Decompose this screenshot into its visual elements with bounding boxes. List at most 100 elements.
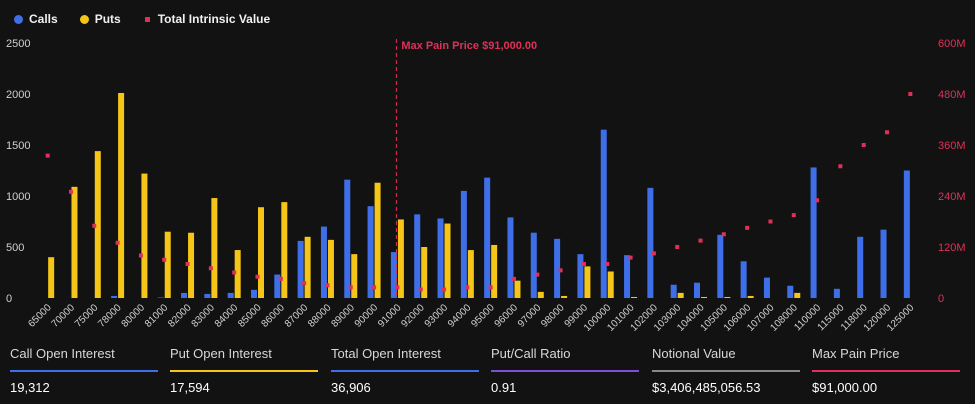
stat-value: 17,594: [170, 380, 210, 395]
intrinsic-value-point: [908, 92, 913, 96]
y-right-tick-label: 0: [938, 293, 944, 305]
x-tick-label: 125000: [885, 302, 917, 334]
call-bar: [484, 177, 491, 298]
put-bar: [747, 295, 754, 298]
stat-underline: [170, 370, 318, 372]
legend-label-intrinsic: Total Intrinsic Value: [157, 12, 271, 26]
intrinsic-value-point: [372, 285, 377, 290]
call-bar: [344, 179, 351, 298]
call-bar: [320, 226, 327, 298]
call-bar: [460, 190, 467, 298]
call-bar: [880, 229, 887, 298]
x-tick-label: 78000: [96, 302, 124, 330]
call-bar: [297, 240, 304, 298]
call-bar: [414, 214, 421, 298]
x-tick-label: 70000: [50, 302, 78, 330]
intrinsic-value-point: [768, 219, 773, 224]
call-bar: [437, 218, 444, 298]
put-bar: [794, 292, 801, 298]
stat-value: 19,312: [10, 380, 50, 395]
intrinsic-value-point: [558, 268, 563, 273]
stat-value: $3,406,485,056.53: [652, 380, 761, 395]
x-tick-label: 89000: [329, 302, 357, 330]
put-bar: [258, 207, 264, 298]
stat-label: Max Pain Price: [812, 346, 900, 361]
intrinsic-value-point: [581, 262, 586, 266]
x-tick-label: 88000: [306, 302, 334, 330]
intrinsic-value-point: [651, 251, 656, 256]
legend-item-intrinsic[interactable]: Total Intrinsic Value: [143, 12, 270, 26]
intrinsic-value-point: [208, 266, 213, 271]
put-bar: [71, 186, 78, 298]
legend-item-calls[interactable]: Calls: [14, 12, 58, 26]
intrinsic-value-point: [68, 189, 73, 194]
intrinsic-value-point: [745, 225, 750, 230]
intrinsic-value-point: [675, 245, 680, 249]
legend-item-puts[interactable]: Puts: [79, 12, 121, 26]
calls-dot-icon: [14, 14, 23, 24]
call-bar: [670, 284, 677, 298]
intrinsic-value-point: [395, 285, 400, 290]
call-bar: [763, 277, 770, 298]
call-bar: [810, 167, 817, 298]
stat-value: $91,000.00: [812, 380, 878, 395]
call-bar: [647, 187, 654, 298]
intrinsic-value-point: [815, 198, 820, 203]
stat-underline: [652, 370, 800, 372]
stat-label: Put Open Interest: [170, 346, 272, 361]
intrinsic-value-point: [605, 262, 610, 266]
call-bar: [624, 255, 631, 298]
intrinsic-value-point: [162, 257, 167, 262]
put-bar: [491, 244, 498, 298]
legend-label-puts: Puts: [94, 12, 121, 26]
call-bar: [740, 261, 747, 298]
intrinsic-value-point: [302, 281, 307, 286]
call-bar: [554, 238, 561, 298]
put-bar: [537, 291, 544, 298]
intrinsic-value-point: [465, 285, 470, 290]
intrinsic-value-point: [791, 213, 796, 218]
stat-label: Total Open Interest: [331, 346, 441, 361]
put-bar: [631, 296, 638, 298]
options-chart: 0 500 1000 1500 2000 2500 0 120M 240M 360M 480M 600…: [6, 38, 966, 334]
put-bar: [607, 271, 614, 298]
y-left-tick-label: 500: [6, 242, 24, 254]
call-bar: [787, 285, 794, 298]
stat-label: Call Open Interest: [10, 346, 115, 361]
intrinsic-value-point: [511, 276, 516, 281]
y-right-tick-label: 360M: [938, 140, 966, 152]
stat-value: 36,906: [331, 380, 371, 395]
put-bar: [211, 198, 218, 298]
put-bar: [304, 236, 311, 298]
put-bar: [94, 151, 101, 298]
call-bar: [577, 254, 584, 298]
x-tick-label: 82000: [166, 302, 194, 330]
y-right-tick-label: 120M: [938, 242, 966, 254]
intrinsic-value-point: [185, 262, 190, 266]
legend: Calls Puts Total Intrinsic Value: [14, 12, 270, 26]
stat-value: 0.91: [491, 380, 517, 395]
stat-underline: [491, 370, 639, 372]
intrinsic-value-point: [628, 255, 633, 260]
intrinsic-value-point: [698, 238, 703, 243]
stat-max-pain-price: Max Pain Price $91,000.00: [812, 344, 960, 395]
x-tick-label: 97000: [516, 302, 544, 330]
call-bar: [111, 295, 118, 298]
y-right-tick-label: 480M: [938, 89, 966, 101]
intrinsic-value-point: [348, 285, 353, 290]
put-bar: [374, 182, 381, 298]
puts-dot-icon: [79, 14, 89, 24]
intrinsic-value-point: [92, 223, 97, 228]
stat-label: Put/Call Ratio: [491, 346, 571, 361]
x-tick-label: 94000: [446, 302, 474, 330]
intrinsic-value-point: [115, 240, 120, 245]
y-left-tick-label: 1500: [6, 140, 30, 152]
put-bar: [118, 92, 125, 298]
y-left-tick-label: 2000: [6, 89, 30, 101]
x-tick-label: 80000: [120, 302, 148, 330]
stat-underline: [10, 370, 158, 372]
put-bar: [701, 296, 707, 298]
x-tick-label: 96000: [493, 302, 521, 330]
x-tick-label: 93000: [423, 302, 451, 330]
x-tick-label: 92000: [399, 302, 427, 330]
